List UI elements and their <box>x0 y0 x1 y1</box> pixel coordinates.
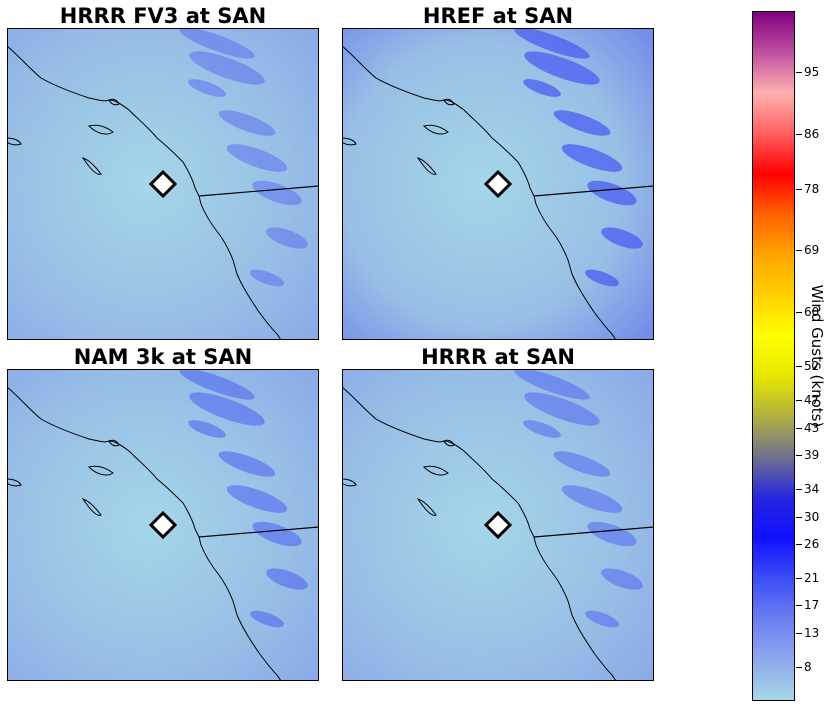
colorbar-tick-label: 17 <box>804 598 819 612</box>
map-canvas <box>342 28 654 340</box>
colorbar-tick <box>796 366 802 367</box>
colorbar-tick <box>796 578 802 579</box>
colorbar-tick <box>796 134 802 135</box>
map-panel-hrrr-fv3 <box>7 28 319 340</box>
colorbar-tick-label: 21 <box>804 571 819 585</box>
colorbar-tick <box>796 544 802 545</box>
panel-title-nam-3k: NAM 3k at SAN <box>7 345 319 369</box>
colorbar-tick <box>796 517 802 518</box>
panel-title-hrrr-fv3: HRRR FV3 at SAN <box>7 4 319 28</box>
colorbar-tick-label: 78 <box>804 182 819 196</box>
map-canvas <box>7 28 319 340</box>
panel-title-hrrr: HRRR at SAN <box>342 345 654 369</box>
colorbar-tick-label: 8 <box>804 660 812 674</box>
colorbar-tick-label: 69 <box>804 243 819 257</box>
colorbar-tick <box>796 250 802 251</box>
panel-title-href: HREF at SAN <box>342 4 654 28</box>
colorbar-tick <box>796 72 802 73</box>
colorbar-tick-label: 30 <box>804 510 819 524</box>
colorbar-tick-label: 13 <box>804 626 819 640</box>
colorbar-tick-label: 26 <box>804 537 819 551</box>
colorbar-tick-label: 39 <box>804 448 819 462</box>
colorbar-tick <box>796 667 802 668</box>
colorbar-tick <box>796 400 802 401</box>
colorbar-tick <box>796 605 802 606</box>
colorbar <box>752 11 795 701</box>
colorbar-tick <box>796 312 802 313</box>
colorbar-tick-label: 34 <box>804 482 819 496</box>
map-canvas <box>7 369 319 681</box>
colorbar-tick <box>796 633 802 634</box>
colorbar-tick <box>796 428 802 429</box>
map-panel-nam-3k <box>7 369 319 681</box>
colorbar-tick <box>796 455 802 456</box>
colorbar-tick-label: 86 <box>804 127 819 141</box>
colorbar-tick-label: 95 <box>804 65 819 79</box>
map-canvas <box>342 369 654 681</box>
map-panel-hrrr <box>342 369 654 681</box>
colorbar-tick <box>796 489 802 490</box>
map-panel-href <box>342 28 654 340</box>
colorbar-title: Wind Gusts (knots) <box>808 285 826 428</box>
colorbar-tick <box>796 189 802 190</box>
